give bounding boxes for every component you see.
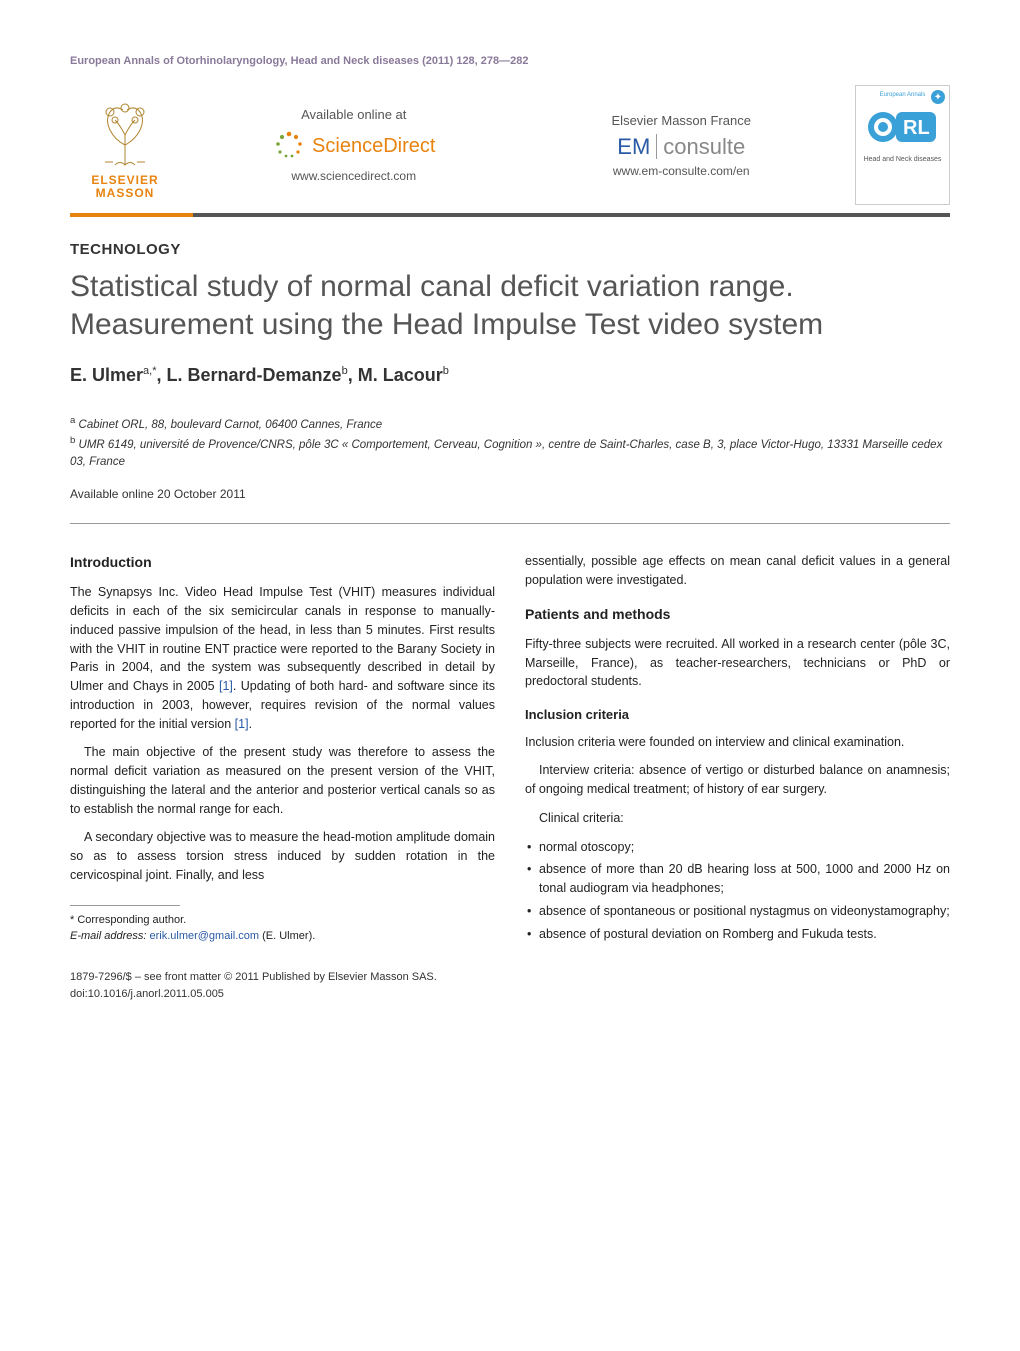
sciencedirect-block: Available online at xyxy=(200,107,508,183)
email-link[interactable]: erik.ulmer@gmail.com xyxy=(149,930,259,942)
author-2: L. Bernard-Demanze xyxy=(167,365,342,385)
footnotes: * Corresponding author. E-mail address: … xyxy=(70,912,495,945)
clinical-criteria-list: normal otoscopy; absence of more than 20… xyxy=(525,838,950,944)
sd-available-label: Available online at xyxy=(200,107,508,122)
elsevier-wordmark: ELSEVIER MASSON xyxy=(91,174,158,200)
sciencedirect-name: ScienceDirect xyxy=(312,135,435,158)
page-container: European Annals of Otorhinolaryngology, … xyxy=(0,0,1020,1042)
body-columns: Introduction The Synapsys Inc. Video Hea… xyxy=(70,552,950,947)
journal-cover: ✦ European Annals RL Head and Neck disea… xyxy=(855,85,950,205)
publisher-banner: ELSEVIER MASSON Available online at xyxy=(70,85,950,205)
column-left: Introduction The Synapsys Inc. Video Hea… xyxy=(70,552,495,947)
cover-orl-icon: RL xyxy=(868,102,938,152)
author-list: E. Ulmera,*, L. Bernard-Demanzeb, M. Lac… xyxy=(70,365,950,386)
banner-rule xyxy=(70,213,950,217)
inc-para-2: Interview criteria: absence of vertigo o… xyxy=(525,761,950,799)
heading-patients-methods: Patients and methods xyxy=(525,604,950,625)
list-item: absence of spontaneous or positional nys… xyxy=(525,902,950,921)
intro-para-1: The Synapsys Inc. Video Head Impulse Tes… xyxy=(70,583,495,733)
elsevier-tree-icon xyxy=(85,90,165,170)
issn-line: 1879-7296/$ – see front matter © 2011 Pu… xyxy=(70,969,950,986)
heading-inclusion-criteria: Inclusion criteria xyxy=(525,705,950,725)
sciencedirect-icon xyxy=(272,128,306,165)
online-date: Available online 20 October 2011 xyxy=(70,487,950,501)
svg-text:RL: RL xyxy=(903,117,930,139)
list-item: normal otoscopy; xyxy=(525,838,950,857)
author-1: E. Ulmer xyxy=(70,365,143,385)
doi-line: doi:10.1016/j.anorl.2011.05.005 xyxy=(70,986,950,1003)
separator-rule xyxy=(70,523,950,524)
emconsulte-logo: EMconsulte xyxy=(528,134,836,160)
intro-para-3: A secondary objective was to measure the… xyxy=(70,828,495,884)
cover-journal-name: European Annals xyxy=(880,92,926,98)
emconsulte-url: www.em-consulte.com/en xyxy=(528,164,836,178)
email-line: E-mail address: erik.ulmer@gmail.com (E.… xyxy=(70,928,495,945)
cover-subtitle: Head and Neck diseases xyxy=(864,156,942,163)
footnote-rule xyxy=(70,905,180,906)
cover-badge-icon: ✦ xyxy=(931,90,945,104)
copyright-doi: 1879-7296/$ – see front matter © 2011 Pu… xyxy=(70,969,950,1002)
affiliations: a Cabinet ORL, 88, boulevard Carnot, 064… xyxy=(70,414,950,471)
pm-para-1: Fifty-three subjects were recruited. All… xyxy=(525,635,950,691)
article-type: TECHNOLOGY xyxy=(70,241,950,258)
running-head: European Annals of Otorhinolaryngology, … xyxy=(70,55,950,67)
elsevier-logo: ELSEVIER MASSON xyxy=(70,85,180,205)
corresponding-author-note: * Corresponding author. xyxy=(70,912,495,929)
intro-para-2: The main objective of the present study … xyxy=(70,743,495,818)
heading-introduction: Introduction xyxy=(70,552,495,573)
list-item: absence of postural deviation on Romberg… xyxy=(525,925,950,944)
sciencedirect-url: www.sciencedirect.com xyxy=(200,169,508,183)
citation-link[interactable]: [1] xyxy=(235,717,249,731)
list-item: absence of more than 20 dB hearing loss … xyxy=(525,860,950,898)
inc-para-1: Inclusion criteria were founded on inter… xyxy=(525,733,950,752)
col2-lead-para: essentially, possible age effects on mea… xyxy=(525,552,950,590)
column-right: essentially, possible age effects on mea… xyxy=(525,552,950,947)
author-3: M. Lacour xyxy=(358,365,443,385)
article-title: Statistical study of normal canal defici… xyxy=(70,268,950,343)
em-brand-label: Elsevier Masson France xyxy=(528,113,836,128)
inc-para-3: Clinical criteria: xyxy=(525,809,950,828)
citation-link[interactable]: [1] xyxy=(219,679,233,693)
emconsulte-block: Elsevier Masson France EMconsulte www.em… xyxy=(528,113,836,178)
